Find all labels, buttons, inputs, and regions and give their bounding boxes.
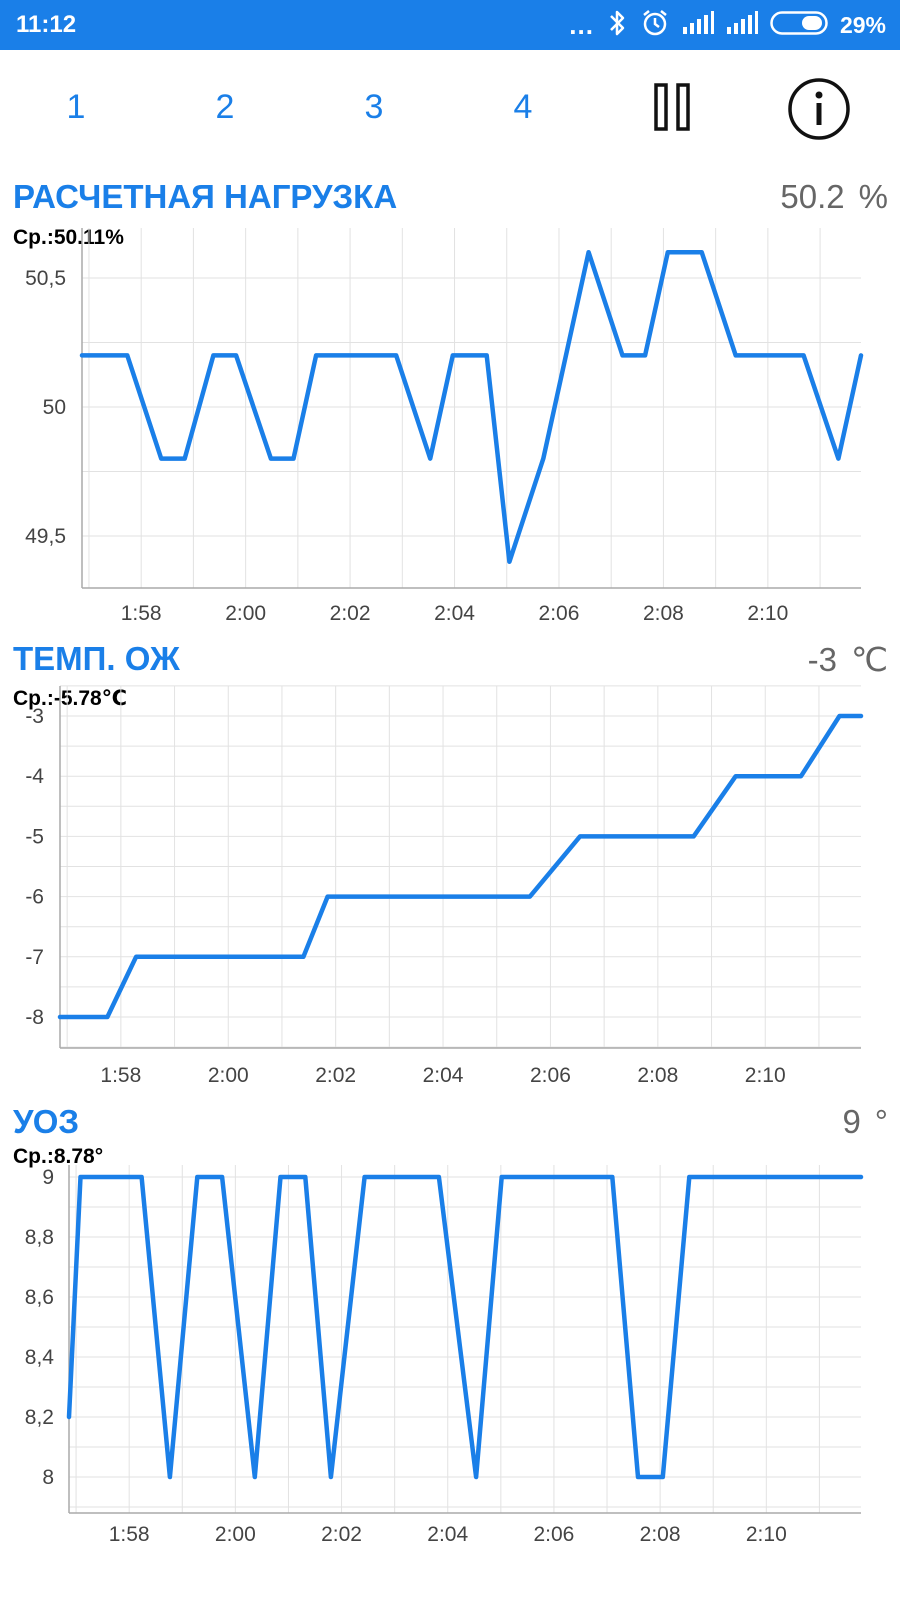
chart-load: 50,5 50 49,5 1:58 2:00 2:02 2:04 2:06 2:08 2:10 — [25, 228, 864, 625]
y-tick-label: 8 — [42, 1466, 54, 1489]
average-label: Ср.:50.11% — [13, 226, 124, 249]
y-tick-label: 8,4 — [25, 1346, 55, 1369]
current-value-unit: ° — [874, 1103, 888, 1140]
chart-coolant-temp: -3 -4 -5 -6 -7 -8 1:58 2:00 2:02 2:04 2:06 2:08 2:10 — [25, 685, 864, 1087]
current-value-number: 9 — [842, 1103, 861, 1140]
y-tick-label: 8,8 — [25, 1226, 54, 1249]
x-tick-label: 1:58 — [121, 602, 162, 625]
series-line — [57, 713, 864, 1020]
chart-title: ТЕМП. ОЖ — [13, 640, 180, 677]
current-value-number: 50.2 — [780, 178, 845, 215]
chart-panel-load: РАСЧЕТНАЯ НАГРУЗКА 50.2% Ср.:50.11% — [0, 170, 900, 610]
y-tick-label: -3 — [25, 705, 44, 728]
bluetooth-icon — [606, 9, 628, 42]
current-value: -3 ℃ — [808, 640, 888, 679]
x-tick-label: 2:02 — [330, 602, 371, 625]
current-value-unit: ℃ — [850, 641, 888, 678]
y-tick-label: 8,6 — [25, 1286, 54, 1309]
x-tick-label: 2:02 — [315, 1064, 356, 1087]
y-tick-label: -7 — [25, 946, 44, 969]
current-value: 9 ° — [842, 1103, 888, 1141]
x-tick-label: 2:00 — [208, 1064, 249, 1087]
toolbar: 1 2 3 4 — [0, 60, 900, 150]
current-value: 50.2% — [780, 178, 888, 216]
x-tick-label: 2:08 — [637, 1064, 678, 1087]
info-icon — [788, 78, 850, 140]
x-tick-label: 2:10 — [745, 1064, 786, 1087]
signal-icon-2 — [726, 10, 758, 40]
y-tick-label: 50 — [43, 396, 66, 419]
series-line — [79, 249, 864, 565]
battery-percent: 29% — [839, 11, 886, 38]
battery-icon — [770, 10, 828, 41]
y-tick-label: 9 — [42, 1166, 54, 1189]
alarm-icon — [640, 8, 670, 43]
status-icons: ... 29% — [569, 9, 886, 41]
chart-title: УОЗ — [13, 1103, 80, 1140]
chart-ignition-timing: 9 8,8 8,6 8,4 8,2 8 1:58 2:00 2:02 2:04 2:06 2:08 2:… — [25, 1165, 864, 1546]
y-tick-label: 49,5 — [25, 525, 66, 548]
tab-4[interactable]: 4 — [513, 88, 533, 126]
y-tick-label: 8,2 — [25, 1406, 54, 1429]
more-icon: ... — [569, 10, 594, 40]
tab-3[interactable]: 3 — [364, 88, 384, 126]
x-tick-label: 1:58 — [100, 1064, 141, 1087]
info-button[interactable] — [787, 77, 851, 141]
x-tick-label: 2:08 — [643, 602, 684, 625]
tab-2[interactable]: 2 — [215, 88, 235, 126]
x-tick-label: 2:04 — [427, 1523, 468, 1546]
pause-button[interactable] — [648, 82, 700, 134]
y-tick-label: -6 — [25, 886, 44, 909]
x-tick-label: 2:00 — [225, 602, 266, 625]
x-tick-label: 2:00 — [215, 1523, 256, 1546]
average-label: Ср.:-5.78℃ — [13, 687, 128, 710]
x-tick-label: 2:06 — [533, 1523, 574, 1546]
chart-panel-coolant-temp: ТЕМП. ОЖ -3 ℃ Ср.:-5.78℃ — [0, 630, 900, 1070]
chart-panel-ignition-timing: УОЗ 9 ° Ср.:8.78° — [0, 1095, 900, 1535]
x-tick-label: 2:10 — [746, 1523, 787, 1546]
tab-1[interactable]: 1 — [66, 88, 86, 126]
x-tick-label: 2:04 — [423, 1064, 464, 1087]
current-value-number: -3 — [807, 641, 837, 678]
signal-icon — [682, 10, 714, 40]
chart-title: РАСЧЕТНАЯ НАГРУЗКА — [13, 178, 398, 215]
y-tick-label: 50,5 — [25, 267, 66, 290]
x-tick-label: 2:08 — [640, 1523, 681, 1546]
x-tick-label: 2:06 — [530, 1064, 571, 1087]
status-time: 11:12 — [16, 11, 77, 38]
average-label: Ср.:8.78° — [13, 1145, 104, 1168]
status-bar: 11:12 ... 29% — [0, 0, 900, 50]
x-tick-label: 2:04 — [434, 602, 475, 625]
pause-icon — [654, 83, 690, 131]
y-tick-label: -5 — [25, 825, 44, 848]
series-line — [66, 1174, 864, 1480]
x-tick-label: 1:58 — [109, 1523, 150, 1546]
y-tick-label: -8 — [25, 1006, 44, 1029]
x-tick-label: 2:10 — [747, 602, 788, 625]
x-tick-label: 2:02 — [321, 1523, 362, 1546]
current-value-unit: % — [858, 178, 888, 215]
y-tick-label: -4 — [25, 765, 44, 788]
x-tick-label: 2:06 — [539, 602, 580, 625]
